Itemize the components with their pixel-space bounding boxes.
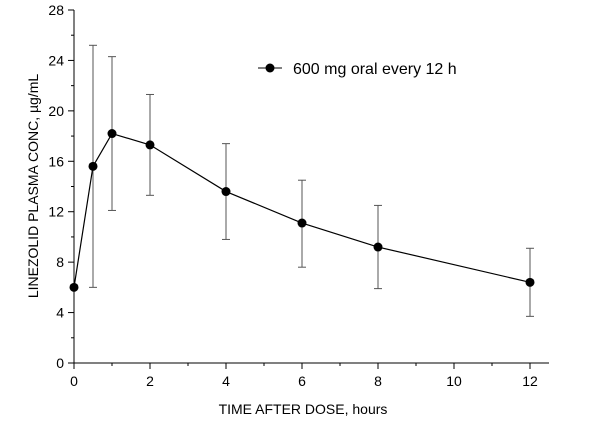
y-tick-label: 24 <box>48 52 64 68</box>
legend-marker <box>265 63 275 73</box>
x-tick-label: 6 <box>298 373 306 389</box>
legend-label: 600 mg oral every 12 h <box>293 61 457 78</box>
x-tick-label: 10 <box>446 373 462 389</box>
data-point <box>221 187 231 197</box>
data-point <box>525 277 535 287</box>
data-point <box>297 218 307 228</box>
x-tick-label: 2 <box>146 373 154 389</box>
x-tick-label: 0 <box>70 373 78 389</box>
x-axis-label: TIME AFTER DOSE, hours <box>219 401 388 417</box>
plot-area <box>69 44 535 317</box>
data-point <box>107 129 117 139</box>
y-tick-label: 28 <box>48 2 64 18</box>
y-tick-label: 16 <box>48 153 64 169</box>
x-tick-label: 12 <box>522 373 538 389</box>
x-tick-label: 4 <box>222 373 230 389</box>
series-line <box>73 132 531 288</box>
y-tick-label: 20 <box>48 103 64 119</box>
data-point <box>88 161 98 171</box>
y-tick-label: 8 <box>56 254 64 270</box>
x-tick-label: 8 <box>374 373 382 389</box>
y-axis-label: LINEZOLID PLASMA CONC, µg/mL <box>25 74 41 299</box>
data-point <box>145 140 155 150</box>
legend: 600 mg oral every 12 h <box>258 61 457 78</box>
y-tick-label: 12 <box>48 204 64 220</box>
y-tick-label: 0 <box>56 355 64 371</box>
data-point <box>69 282 79 292</box>
y-tick-label: 4 <box>56 305 64 321</box>
data-point <box>373 242 383 252</box>
